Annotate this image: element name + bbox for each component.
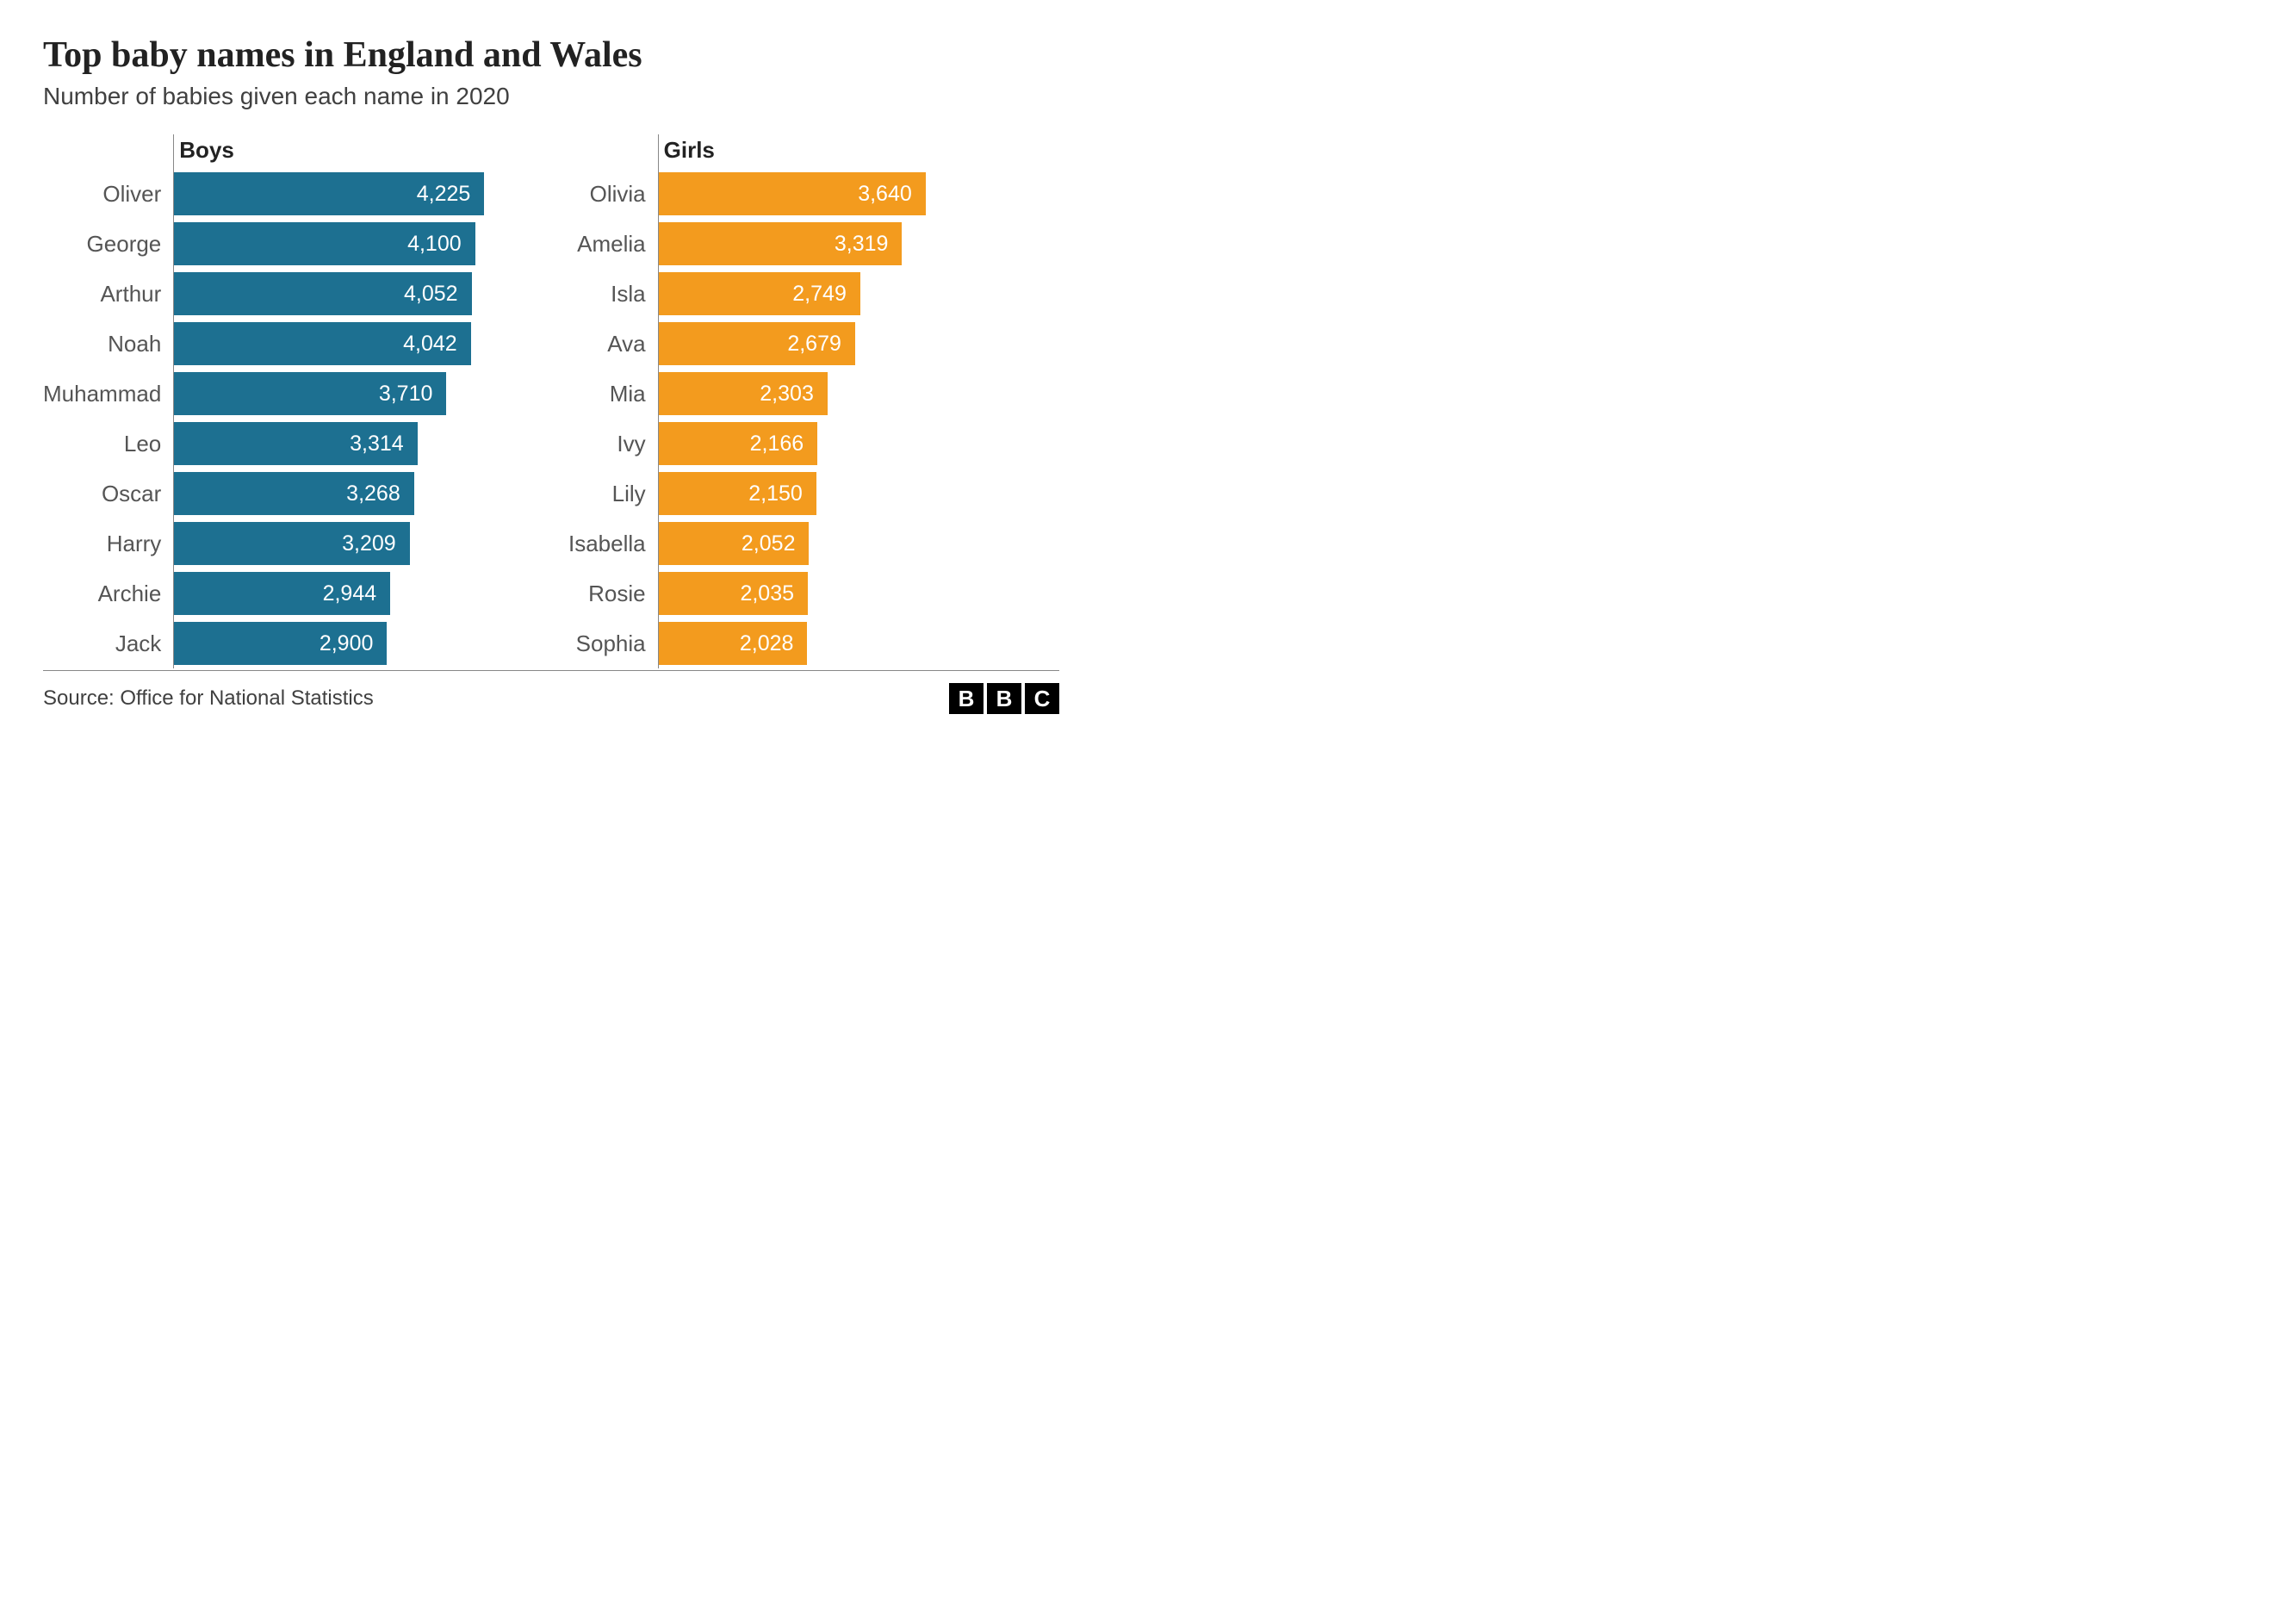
bar-label: Oliver [43, 169, 173, 219]
bar-row: 2,679 [659, 319, 1059, 369]
bar-label: Rosie [568, 568, 658, 618]
bar-label: Ava [568, 319, 658, 369]
header-spacer [568, 134, 658, 169]
bar-value: 4,100 [407, 232, 462, 257]
bar: 3,319 [659, 222, 903, 265]
bar-label: George [43, 219, 173, 269]
bar-row: 2,900 [174, 618, 534, 668]
bar: 4,042 [174, 322, 470, 365]
bar-value: 2,679 [787, 332, 841, 357]
bar-row: 2,303 [659, 369, 1059, 419]
labels-column: OliverGeorgeArthurNoahMuhammadLeoOscarHa… [43, 134, 173, 668]
bar-label: Amelia [568, 219, 658, 269]
bar-value: 2,166 [750, 432, 804, 457]
bar-label: Noah [43, 319, 173, 369]
bbc-logo-letter: B [949, 683, 984, 714]
chart-footer: Source: Office for National Statistics B… [43, 683, 1059, 714]
bar-value: 3,209 [342, 531, 396, 556]
bar: 2,052 [659, 522, 810, 565]
bar-value: 3,314 [350, 432, 404, 457]
bar-value: 2,028 [740, 631, 794, 656]
bar-value: 3,640 [858, 182, 912, 207]
bar-row: 3,209 [174, 519, 534, 568]
bar-label: Ivy [568, 419, 658, 469]
bar-row: 3,268 [174, 469, 534, 519]
bar: 2,303 [659, 372, 828, 415]
bar-row: 4,100 [174, 219, 534, 269]
bar-row: 4,052 [174, 269, 534, 319]
bbc-logo-letter: B [987, 683, 1021, 714]
bar: 2,749 [659, 272, 860, 315]
bar: 3,268 [174, 472, 413, 515]
chart-panel: OliviaAmeliaIslaAvaMiaIvyLilyIsabellaRos… [568, 134, 1059, 668]
bar-label: Mia [568, 369, 658, 419]
bar-value: 3,319 [835, 232, 889, 257]
labels-column: OliviaAmeliaIslaAvaMiaIvyLilyIsabellaRos… [568, 134, 658, 668]
bar-value: 4,042 [403, 332, 457, 357]
panel-header: Boys [174, 134, 534, 169]
bar-label: Leo [43, 419, 173, 469]
bar-value: 2,035 [740, 581, 794, 606]
bar-row: 2,166 [659, 419, 1059, 469]
bar-row: 2,944 [174, 568, 534, 618]
bar-label: Muhammad [43, 369, 173, 419]
bar: 2,028 [659, 622, 808, 665]
bar-row: 2,035 [659, 568, 1059, 618]
bar-label: Jack [43, 618, 173, 668]
bar-row: 2,028 [659, 618, 1059, 668]
bars-column: Girls 3,640 3,319 2,749 2,679 2,303 2,166 2,150… [658, 134, 1059, 668]
bar-label: Oscar [43, 469, 173, 519]
bar: 3,314 [174, 422, 417, 465]
chart-panel: OliverGeorgeArthurNoahMuhammadLeoOscarHa… [43, 134, 534, 668]
bar-label: Archie [43, 568, 173, 618]
bbc-logo: BBC [949, 683, 1059, 714]
bar: 4,225 [174, 172, 484, 215]
bar: 2,166 [659, 422, 818, 465]
bar-row: 4,225 [174, 169, 534, 219]
bar: 2,900 [174, 622, 387, 665]
panel-header: Girls [659, 134, 1059, 169]
bar-label: Arthur [43, 269, 173, 319]
bar-value: 2,052 [742, 531, 796, 556]
bar-label: Sophia [568, 618, 658, 668]
chart-subtitle: Number of babies given each name in 2020 [43, 83, 1059, 110]
bar-row: 3,710 [174, 369, 534, 419]
chart-title: Top baby names in England and Wales [43, 34, 1059, 76]
bar: 4,052 [174, 272, 471, 315]
bar-row: 3,319 [659, 219, 1059, 269]
bar-row: 3,314 [174, 419, 534, 469]
bar-label: Harry [43, 519, 173, 568]
bar-value: 3,710 [379, 382, 433, 407]
source-text: Source: Office for National Statistics [43, 686, 374, 711]
bar-value: 2,303 [760, 382, 814, 407]
header-spacer [43, 134, 173, 169]
bar-label: Isla [568, 269, 658, 319]
bar-row: 4,042 [174, 319, 534, 369]
bar: 2,035 [659, 572, 808, 615]
bar-value: 2,150 [748, 481, 803, 506]
bar-value: 3,268 [346, 481, 400, 506]
bar-label: Lily [568, 469, 658, 519]
bar: 3,640 [659, 172, 926, 215]
bar-row: 2,052 [659, 519, 1059, 568]
bar: 3,209 [174, 522, 409, 565]
bars-column: Boys 4,225 4,100 4,052 4,042 3,710 3,314 3,268 3… [173, 134, 534, 668]
bar-label: Isabella [568, 519, 658, 568]
bar-row: 2,749 [659, 269, 1059, 319]
bar-value: 4,052 [404, 282, 458, 307]
bar: 4,100 [174, 222, 475, 265]
bar: 2,944 [174, 572, 390, 615]
bar: 2,679 [659, 322, 855, 365]
bar-value: 2,749 [792, 282, 847, 307]
bar-value: 2,944 [323, 581, 377, 606]
bar: 3,710 [174, 372, 446, 415]
charts-container: OliverGeorgeArthurNoahMuhammadLeoOscarHa… [43, 134, 1059, 671]
bar-label: Olivia [568, 169, 658, 219]
bar-row: 2,150 [659, 469, 1059, 519]
bar-row: 3,640 [659, 169, 1059, 219]
bar-value: 2,900 [320, 631, 374, 656]
bar: 2,150 [659, 472, 816, 515]
bbc-logo-letter: C [1025, 683, 1059, 714]
bar-value: 4,225 [417, 182, 471, 207]
